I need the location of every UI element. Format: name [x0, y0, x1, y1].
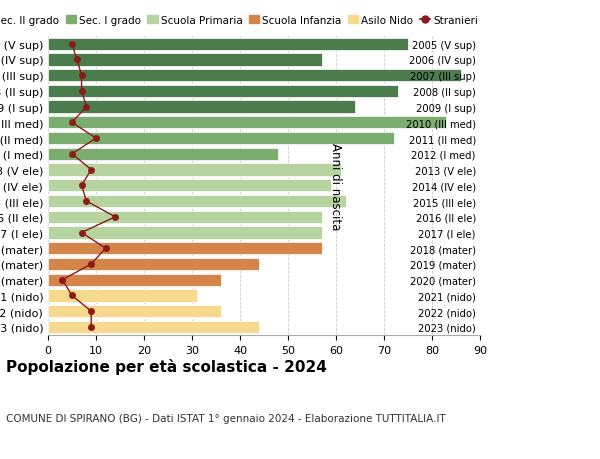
Y-axis label: Anni di nascita: Anni di nascita: [329, 142, 343, 230]
Text: Popolazione per età scolastica - 2024: Popolazione per età scolastica - 2024: [6, 358, 327, 374]
Legend: Sec. II grado, Sec. I grado, Scuola Primaria, Scuola Infanzia, Asilo Nido, Stran: Sec. II grado, Sec. I grado, Scuola Prim…: [0, 16, 478, 26]
Bar: [48, 133, 394, 145]
Bar: [48, 54, 322, 67]
Bar: [48, 196, 346, 208]
Bar: [48, 290, 197, 302]
Bar: [48, 321, 259, 333]
Bar: [48, 258, 259, 270]
Bar: [48, 85, 398, 98]
Bar: [48, 148, 278, 161]
Bar: [48, 39, 408, 50]
Bar: [48, 242, 322, 255]
Bar: [48, 117, 446, 129]
Bar: [48, 101, 355, 113]
Text: COMUNE DI SPIRANO (BG) - Dati ISTAT 1° gennaio 2024 - Elaborazione TUTTITALIA.IT: COMUNE DI SPIRANO (BG) - Dati ISTAT 1° g…: [6, 413, 446, 423]
Bar: [48, 180, 331, 192]
Bar: [48, 70, 461, 82]
Bar: [48, 227, 322, 239]
Bar: [48, 274, 221, 286]
Bar: [48, 305, 221, 318]
Bar: [48, 164, 341, 176]
Bar: [48, 211, 322, 224]
